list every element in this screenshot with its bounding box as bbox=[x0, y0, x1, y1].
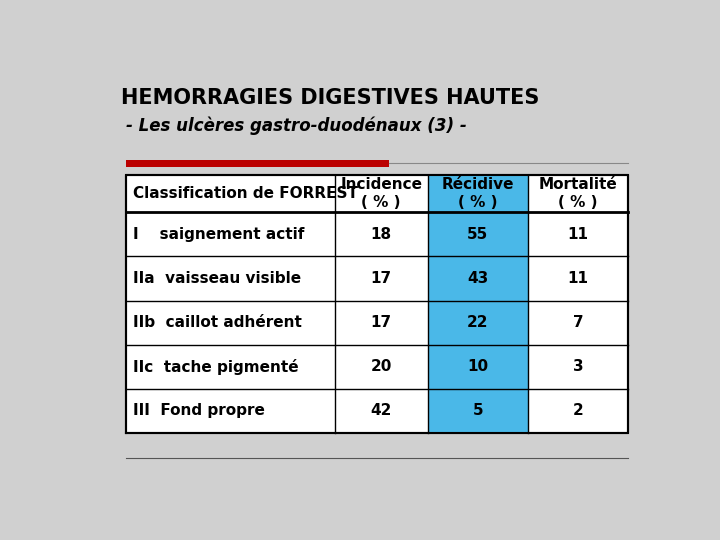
Text: 11: 11 bbox=[568, 227, 589, 242]
Bar bbox=[428, 212, 528, 256]
Text: 55: 55 bbox=[467, 227, 488, 242]
Text: 20: 20 bbox=[371, 359, 392, 374]
Text: IIb  caillot adhérent: IIb caillot adhérent bbox=[133, 315, 302, 330]
Text: IIc  tache pigmenté: IIc tache pigmenté bbox=[133, 359, 299, 375]
Text: 43: 43 bbox=[467, 271, 488, 286]
Text: - Les ulcères gastro-duodénaux (3) -: - Les ulcères gastro-duodénaux (3) - bbox=[126, 117, 467, 136]
Text: 10: 10 bbox=[467, 359, 488, 374]
Text: 2: 2 bbox=[573, 403, 584, 418]
Text: 5: 5 bbox=[472, 403, 483, 418]
Text: 3: 3 bbox=[573, 359, 584, 374]
Text: Classification de FORREST: Classification de FORREST bbox=[133, 186, 358, 201]
Text: 7: 7 bbox=[573, 315, 584, 330]
Bar bbox=[126, 175, 629, 433]
Text: 18: 18 bbox=[371, 227, 392, 242]
Text: Mortalité
( % ): Mortalité ( % ) bbox=[539, 178, 618, 210]
Text: III  Fond propre: III Fond propre bbox=[133, 403, 265, 418]
Bar bbox=[428, 301, 528, 345]
Text: 42: 42 bbox=[371, 403, 392, 418]
Bar bbox=[126, 160, 389, 167]
Bar bbox=[428, 345, 528, 389]
Text: 22: 22 bbox=[467, 315, 489, 330]
Bar bbox=[428, 256, 528, 301]
Text: 11: 11 bbox=[568, 271, 589, 286]
Text: Récidive
( % ): Récidive ( % ) bbox=[441, 178, 514, 210]
Text: Incidence
( % ): Incidence ( % ) bbox=[340, 178, 422, 210]
Text: 17: 17 bbox=[371, 271, 392, 286]
Text: IIa  vaisseau visible: IIa vaisseau visible bbox=[133, 271, 301, 286]
Text: I    saignement actif: I saignement actif bbox=[133, 227, 305, 242]
Bar bbox=[428, 175, 528, 212]
Bar bbox=[428, 389, 528, 433]
Text: 17: 17 bbox=[371, 315, 392, 330]
Text: HEMORRAGIES DIGESTIVES HAUTES: HEMORRAGIES DIGESTIVES HAUTES bbox=[121, 87, 539, 107]
